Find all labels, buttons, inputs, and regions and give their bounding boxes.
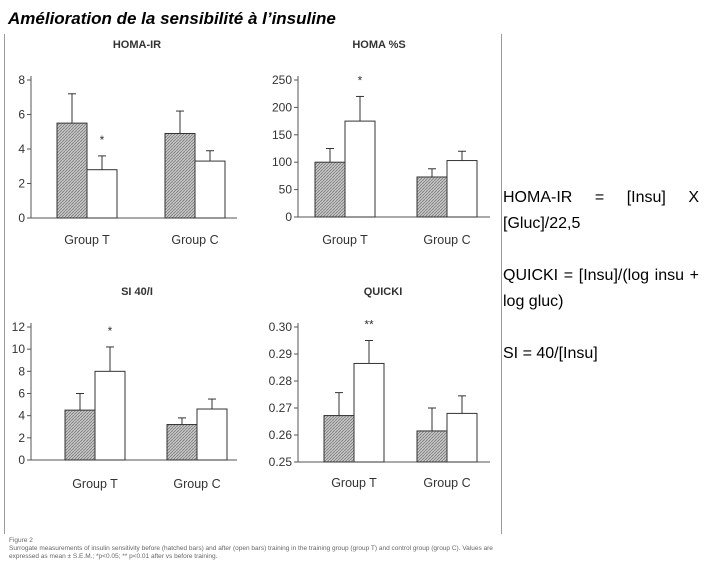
y-tick-label: 0 xyxy=(18,211,25,225)
formula-list: HOMA-IR = [Insu] X [Gluc]/22,5 QUICKI = … xyxy=(503,185,699,393)
formula-quicki: QUICKI = [Insu]/(log insu + log gluc) xyxy=(503,267,699,310)
bar-before xyxy=(323,415,355,463)
y-tick-label: 0.28 xyxy=(269,374,293,388)
category-label: Group T xyxy=(331,476,377,490)
y-tick-label: 2 xyxy=(18,177,25,191)
significance-marker: * xyxy=(108,324,113,338)
y-tick-label: 4 xyxy=(18,409,25,423)
chart-title: SI 40/I xyxy=(121,286,153,298)
category-label: Group C xyxy=(171,233,218,247)
bar-after xyxy=(196,408,228,461)
category-label: Group C xyxy=(423,476,470,490)
significance-marker: * xyxy=(358,73,363,87)
bar-before xyxy=(416,430,448,463)
y-tick-label: 250 xyxy=(272,73,292,87)
y-tick-label: 0.26 xyxy=(269,428,293,442)
significance-marker: ** xyxy=(364,318,374,332)
bar-after xyxy=(353,362,385,463)
chart-title: HOMA-IR xyxy=(113,39,161,51)
formula-homa-ir: HOMA-IR = [Insu] X [Gluc]/22,5 xyxy=(503,189,699,232)
y-tick-label: 6 xyxy=(18,387,25,401)
bar-before xyxy=(314,161,346,218)
y-tick-label: 0.30 xyxy=(269,320,293,334)
y-tick-label: 4 xyxy=(18,142,25,156)
category-label: Group C xyxy=(173,477,220,491)
bar-after xyxy=(446,160,478,218)
bar-after xyxy=(446,412,478,463)
chart-title: HOMA %S xyxy=(352,39,405,51)
y-tick-label: 0 xyxy=(18,453,25,467)
chart-1: HOMA %S 0 50 100 150 200 250 Group T Group C * xyxy=(272,39,490,247)
formula-si: SI = 40/[Insu] xyxy=(503,345,598,362)
y-tick-label: 12 xyxy=(12,320,26,334)
chart-2: SI 40/I 0 2 4 6 8 10 12 Group T Group C * xyxy=(12,286,237,491)
y-tick-label: 0 xyxy=(285,210,292,224)
y-tick-label: 2 xyxy=(18,431,25,445)
y-tick-label: 0.25 xyxy=(269,455,293,469)
figure-caption-text: Surrogate measurements of insulin sensit… xyxy=(9,545,493,560)
bar-after xyxy=(344,120,376,218)
category-label: Group T xyxy=(64,233,110,247)
bar-before xyxy=(64,409,96,461)
figure-label: Figure 2 xyxy=(9,537,33,544)
y-tick-label: 0.29 xyxy=(269,347,293,361)
bar-after xyxy=(86,169,118,219)
figure-panel: HOMA-IR 0 2 4 6 8 Group T Group C * HOMA %S 0 50 100… xyxy=(4,34,502,560)
category-label: Group T xyxy=(72,477,118,491)
chart-title: QUICKI xyxy=(364,286,403,298)
significance-marker: * xyxy=(100,133,105,147)
y-tick-label: 100 xyxy=(272,155,292,169)
bar-before xyxy=(56,122,88,219)
y-tick-label: 0.27 xyxy=(269,401,293,415)
y-tick-label: 8 xyxy=(18,73,25,87)
bar-before xyxy=(164,132,196,219)
y-tick-label: 8 xyxy=(18,364,25,378)
y-tick-label: 10 xyxy=(12,342,26,356)
y-tick-label: 150 xyxy=(272,128,292,142)
chart-3: QUICKI 0.25 0.26 0.27 0.28 0.29 0.30 Group T Gro… xyxy=(269,286,490,490)
bar-after xyxy=(94,370,126,461)
y-tick-label: 6 xyxy=(18,108,25,122)
category-label: Group T xyxy=(322,233,368,247)
slide-title: Amélioration de la sensibilité à l’insul… xyxy=(8,9,336,28)
y-tick-label: 200 xyxy=(272,100,292,114)
y-tick-label: 50 xyxy=(279,183,293,197)
chart-0: HOMA-IR 0 2 4 6 8 Group T Group C * xyxy=(18,39,237,247)
bar-before xyxy=(166,424,198,461)
bar-after xyxy=(194,160,226,219)
figure-caption: Figure 2 Surrogate measurements of insul… xyxy=(9,537,509,561)
bar-before xyxy=(416,176,448,218)
category-label: Group C xyxy=(423,233,470,247)
